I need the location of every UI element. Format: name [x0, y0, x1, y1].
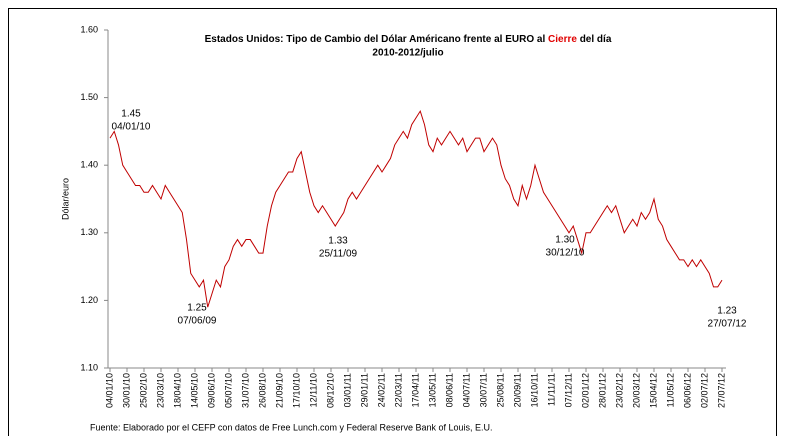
x-tick-label: 29/01/11: [359, 373, 369, 407]
y-tick-label: 1.50: [80, 92, 98, 102]
x-tick-label: 12/11/10: [308, 373, 318, 407]
x-tick-label: 28/01/12: [597, 373, 607, 408]
x-tick-label: 08/06/11: [444, 373, 454, 407]
annotation-value: 1.33: [328, 236, 348, 247]
y-axis-label: Dólar/euro: [60, 178, 70, 220]
chart-subtitle: 2010-2012/julio: [372, 48, 443, 59]
x-tick-label: 02/01/12: [580, 373, 590, 408]
annotation-value: 1.45: [121, 109, 141, 120]
annotation-date: 25/11/09: [319, 249, 358, 260]
chart-frame: [8, 8, 777, 441]
x-tick-label: 06/06/12: [682, 373, 692, 408]
x-tick-label: 25/08/11: [495, 373, 505, 407]
x-tick-label: 30/01/10: [121, 373, 131, 408]
x-tick-label: 30/07/11: [478, 373, 488, 407]
x-tick-label: 22/03/11: [393, 373, 403, 407]
y-tick-label: 1.30: [80, 227, 98, 237]
x-tick-label: 24/02/11: [376, 373, 386, 407]
annotation-date: 04/01/10: [112, 122, 151, 133]
x-tick-label: 17/10/10: [291, 373, 301, 408]
x-tick-label: 11/11/11: [546, 373, 556, 406]
x-tick-label: 31/07/10: [240, 373, 250, 408]
x-tick-label: 23/02/12: [614, 373, 624, 408]
x-tick-label: 20/09/11: [512, 373, 522, 407]
x-tick-label: 21/09/10: [274, 373, 284, 408]
x-tick-label: 23/03/10: [155, 373, 165, 408]
x-tick-label: 17/04/11: [410, 373, 420, 407]
title-highlight: Cierre: [548, 34, 577, 45]
chart-title: Estados Unidos: Tipo de Cambio del Dólar…: [205, 34, 612, 45]
x-tick-label: 05/07/10: [223, 373, 233, 408]
x-tick-label: 18/04/10: [172, 373, 182, 408]
x-tick-label: 11/05/12: [665, 373, 675, 407]
x-tick-label: 07/12/11: [563, 373, 573, 407]
title-part: del día: [577, 34, 612, 45]
x-tick-label: 26/08/10: [257, 373, 267, 408]
x-tick-label: 27/07/12: [716, 373, 726, 408]
x-tick-label: 04/07/11: [461, 373, 471, 407]
x-tick-label: 02/07/12: [699, 373, 709, 408]
x-tick-label: 14/05/10: [189, 373, 199, 408]
series-line: [109, 109, 723, 308]
annotation-value: 1.25: [187, 303, 207, 314]
x-tick-label: 03/01/11: [342, 373, 352, 407]
source-note: Fuente: Elaborado por el CEFP con datos …: [90, 422, 493, 432]
x-tick-label: 25/02/10: [138, 373, 148, 408]
x-tick-label: 13/05/11: [427, 373, 437, 407]
annotation-date: 27/07/12: [708, 319, 747, 330]
y-tick-label: 1.20: [80, 295, 98, 305]
annotation-value: 1.23: [717, 306, 737, 317]
annotation-value: 1.30: [555, 235, 575, 246]
x-tick-label: 04/01/10: [104, 373, 114, 408]
y-tick-label: 1.40: [80, 160, 98, 170]
y-tick-label: 1.60: [80, 24, 98, 34]
x-tick-label: 15/04/12: [648, 373, 658, 408]
annotation-date: 07/06/09: [178, 316, 217, 327]
title-part: Estados Unidos: Tipo de Cambio del Dólar…: [205, 34, 548, 45]
x-tick-label: 08/12/10: [325, 373, 335, 408]
x-tick-label: 20/03/12: [631, 373, 641, 408]
x-tick-label: 09/06/10: [206, 373, 216, 408]
y-tick-label: 1.10: [80, 362, 98, 372]
x-tick-label: 16/10/11: [529, 373, 539, 407]
annotation-date: 30/12/10: [546, 248, 585, 259]
